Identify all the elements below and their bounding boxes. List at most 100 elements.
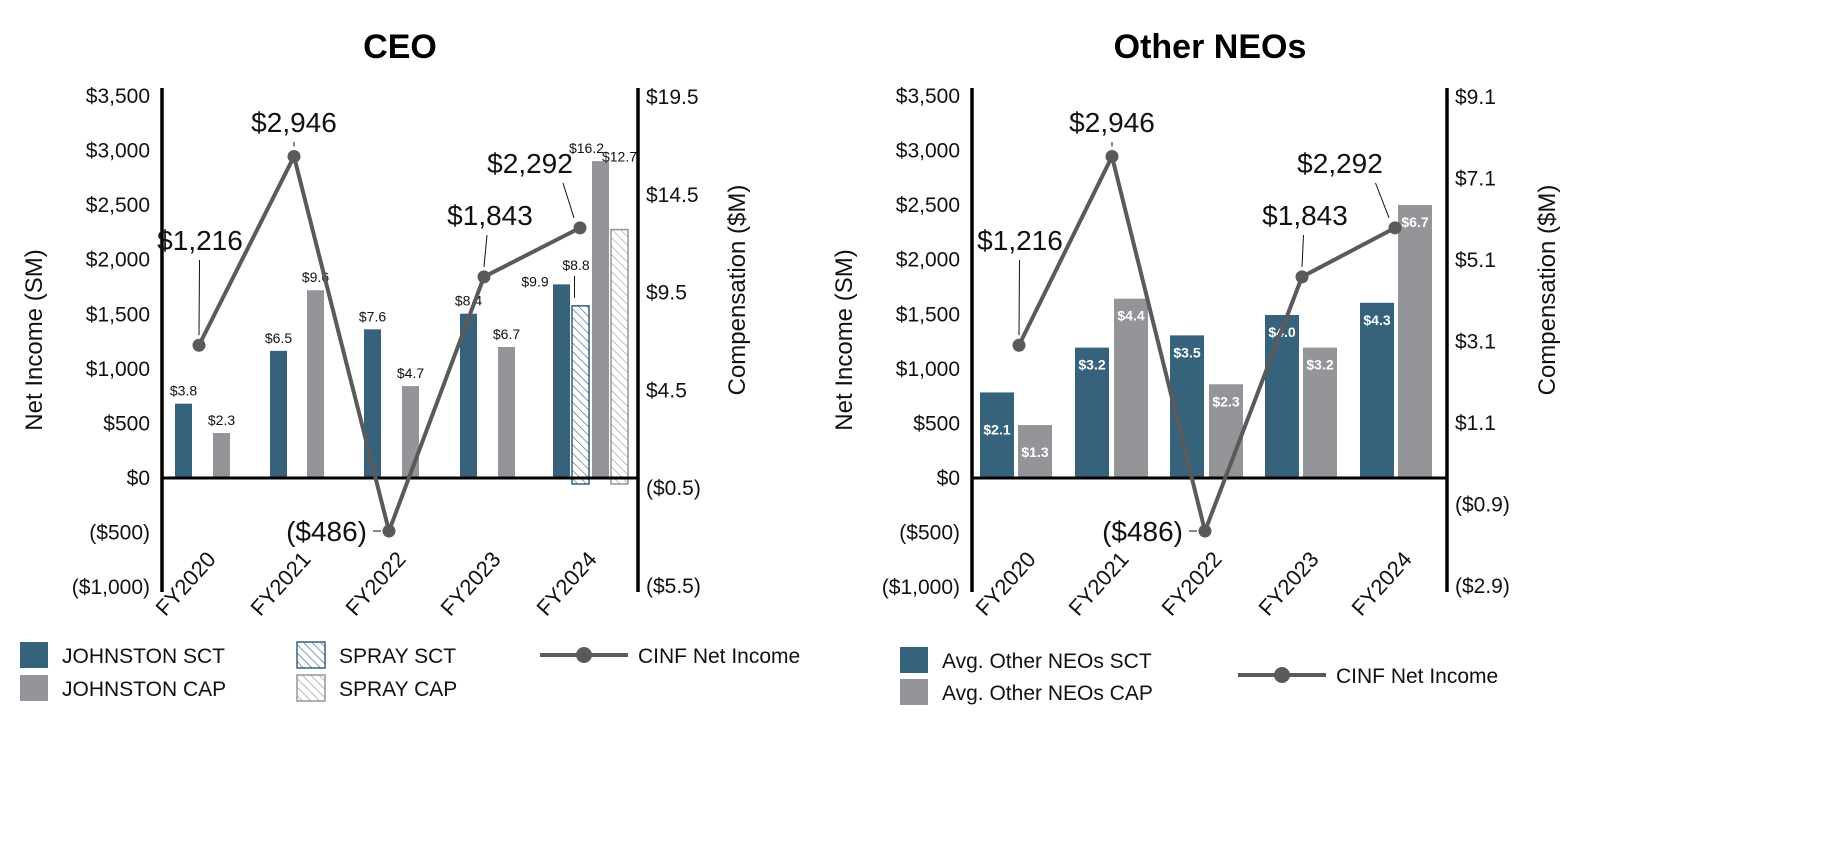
legend-label: CINF Net Income: [638, 645, 800, 668]
bar-johnston-cap-fy2023: [498, 346, 515, 478]
bar-johnston-cap-fy2020: [213, 433, 230, 478]
bar-avg-other-neos-sct-fy2021: [1075, 347, 1109, 478]
right-axis-tick: $4.5: [646, 379, 687, 402]
left-axis-tick: $0: [937, 467, 960, 490]
net-income-point: [1295, 270, 1309, 284]
bar-data-label: $16.2: [569, 140, 604, 156]
legend-item: SPRAY CAP: [296, 674, 457, 702]
left-axis-title: Net Income (SM): [831, 249, 858, 430]
bar-data-label: $1.3: [1021, 444, 1048, 460]
net-income-label: $1,216: [157, 225, 243, 256]
bar-johnston-cap-fy2024: [592, 161, 609, 479]
legend-swatch: [20, 642, 48, 668]
legend-item: JOHNSTON SCT: [20, 642, 225, 668]
net-income-point: [1012, 338, 1026, 352]
left-axis-tick: $2,500: [896, 194, 960, 217]
bar-data-label: $3.8: [170, 383, 197, 399]
leader-line: [483, 234, 488, 267]
net-income-label: $2,292: [487, 148, 573, 179]
legend-swatch: [296, 674, 326, 702]
legend-swatch: [296, 641, 326, 669]
left-axis-tick: ($500): [89, 522, 150, 545]
bar-johnston-sct-fy2020: [175, 403, 192, 478]
right-axis-title: Compensation ($M): [1534, 185, 1561, 396]
left-axis-tick: $2,000: [86, 249, 150, 272]
bar-johnston-sct-fy2022: [364, 329, 381, 478]
x-axis-label: FY2023: [436, 547, 506, 621]
right-axis-tick: $19.5: [646, 86, 699, 109]
left-axis-tick: $2,500: [86, 194, 150, 217]
left-axis-title: Net Income (SM): [21, 249, 48, 430]
bar-avg-other-neos-cap-fy2020: [1018, 425, 1052, 478]
bar-data-label: $2.1: [983, 421, 1010, 437]
legend-label: CINF Net Income: [1336, 665, 1498, 688]
legend-item: Avg. Other NEOs SCT: [900, 647, 1152, 673]
legend-item: CINF Net Income: [540, 645, 800, 668]
leader-line: [1301, 234, 1304, 267]
bar-data-label: $2.3: [208, 412, 235, 428]
bar-spray-sct-fy2024: [571, 305, 590, 485]
legend-item: JOHNSTON CAP: [20, 675, 226, 701]
legend-marker: [1274, 667, 1290, 683]
bar-data-label: $8.8: [562, 257, 589, 273]
legend-label: SPRAY CAP: [339, 678, 457, 701]
bar-avg-other-neos-sct-fy2024: [1360, 302, 1394, 478]
left-axis-tick: ($500): [899, 522, 960, 545]
bar-johnston-sct-fy2023: [460, 313, 477, 478]
left-axis-tick: ($1,000): [72, 576, 150, 599]
net-income-label: ($486): [286, 516, 367, 547]
left-axis-tick: $3,000: [86, 140, 150, 163]
bar-johnston-sct-fy2021: [270, 350, 287, 478]
bar-data-label: $4.3: [1363, 312, 1390, 328]
right-axis-tick: ($5.5): [646, 575, 701, 598]
bar-data-label: $2.3: [1212, 393, 1239, 409]
left-axis-tick: $3,500: [896, 85, 960, 108]
x-axis-label: FY2022: [341, 547, 411, 621]
left-axis-tick: ($1,000): [882, 576, 960, 599]
bar-avg-other-neos-cap-fy2024: [1398, 204, 1432, 478]
bar-avg-other-neos-cap-fy2021: [1114, 298, 1148, 478]
right-axis-tick: ($0.9): [1455, 494, 1510, 517]
legend-label: JOHNSTON SCT: [62, 645, 225, 668]
bar-data-label: $6.7: [493, 326, 520, 342]
left-axis-tick: $500: [103, 412, 150, 435]
right-axis-tick: $7.1: [1455, 168, 1496, 191]
leader-line: [1018, 259, 1020, 336]
legend-swatch: [900, 679, 928, 705]
bar-data-label: $3.2: [1306, 357, 1333, 373]
x-axis-label: FY2020: [971, 547, 1041, 621]
net-income-point: [477, 270, 491, 284]
chart-title: Other NEOs: [1114, 28, 1307, 66]
left-axis-tick: $1,000: [86, 358, 150, 381]
leader-line: [198, 259, 200, 336]
right-axis-tick: $5.1: [1455, 249, 1496, 272]
left-axis-tick: $500: [913, 412, 960, 435]
bar-data-label: $12.7: [602, 149, 637, 165]
net-income-label: $2,946: [1069, 107, 1155, 138]
bar-avg-other-neos-cap-fy2023: [1303, 347, 1337, 478]
bar-data-label: $9.9: [521, 273, 548, 289]
right-axis-tick: ($2.9): [1455, 575, 1510, 598]
right-axis-tick: $14.5: [646, 184, 699, 207]
bar-data-label: $7.6: [359, 308, 386, 324]
left-axis-tick: $3,500: [86, 85, 150, 108]
right-axis-tick: $1.1: [1455, 412, 1496, 435]
left-axis-tick: $1,500: [896, 303, 960, 326]
bar-spray-cap-fy2024: [610, 228, 629, 485]
net-income-point: [1198, 524, 1212, 538]
bar-data-label: $4.4: [1117, 308, 1144, 324]
other-neos-chart: Other NEOs $3,500 $3,000 $2,500 $2,000 $1,500…: [831, 28, 1561, 705]
leader-line: [1375, 182, 1390, 219]
legend-item: SPRAY SCT: [296, 641, 456, 669]
legend-marker: [576, 647, 592, 663]
legend-item: Avg. Other NEOs CAP: [900, 679, 1153, 705]
legend-label: JOHNSTON CAP: [62, 678, 226, 701]
net-income-label: $1,843: [1262, 200, 1348, 231]
bar-data-label: $3.2: [1078, 357, 1105, 373]
right-axis-tick: $9.1: [1455, 86, 1496, 109]
x-axis-label: FY2022: [1157, 547, 1227, 621]
bar-data-label: $3.5: [1173, 344, 1200, 360]
legend-label: Avg. Other NEOs SCT: [942, 650, 1152, 673]
net-income-point: [1388, 221, 1402, 235]
